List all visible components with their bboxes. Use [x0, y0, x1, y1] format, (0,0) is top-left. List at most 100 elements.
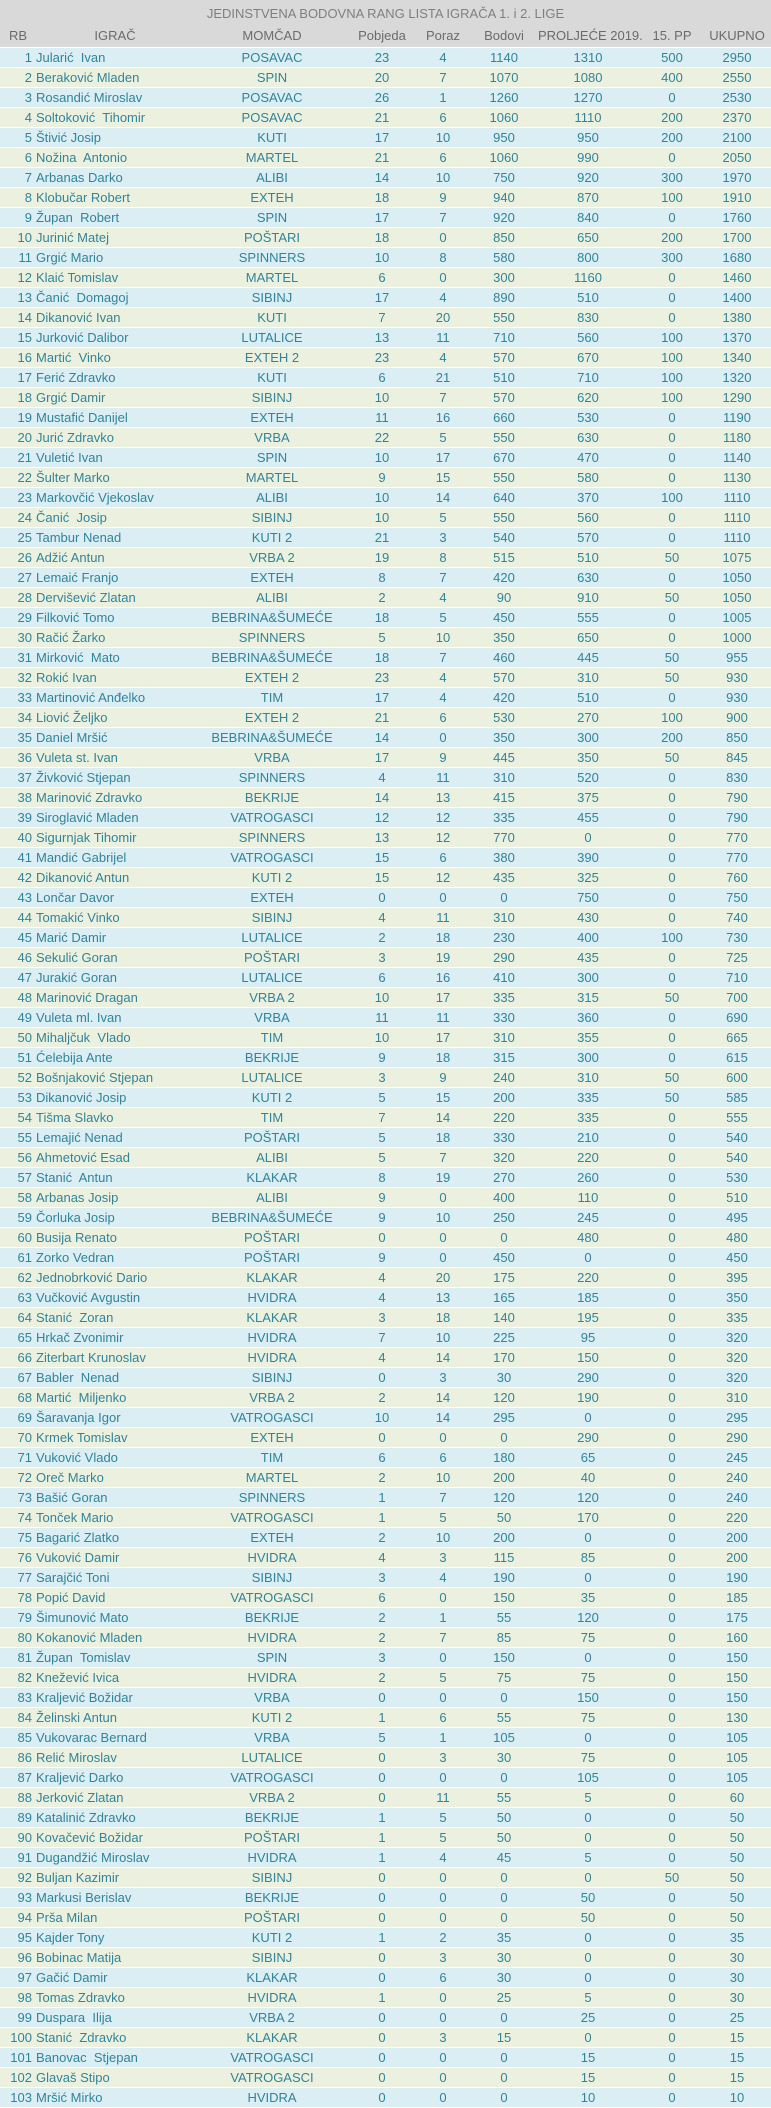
- pp15-cell: 100: [661, 490, 683, 505]
- losses-cell: 7: [439, 570, 447, 585]
- total-cell: 1190: [723, 410, 751, 425]
- losses-cell: 3: [439, 1550, 447, 1565]
- pp15-cell: 50: [664, 1090, 680, 1105]
- points-cell: 570: [493, 390, 515, 405]
- pp15-cell: 0: [668, 1430, 676, 1445]
- player-cell: Sigurnjak Tihomir: [36, 830, 137, 845]
- wins-cell: 21: [374, 110, 390, 125]
- wins-cell: 11: [375, 410, 389, 425]
- total-cell: 1340: [722, 350, 752, 365]
- wins-cell: 10: [374, 990, 390, 1005]
- rank-cell: 52: [17, 1070, 32, 1085]
- spring-2019-cell: 390: [577, 850, 599, 865]
- total-cell: 1290: [722, 390, 752, 405]
- spring-2019-cell: 0: [584, 1950, 592, 1965]
- points-cell: 850: [493, 230, 515, 245]
- spring-2019-cell: 190: [577, 1390, 599, 1405]
- spring-2019-cell: 1310: [573, 50, 603, 65]
- player-cell: Ziterbart Krunoslav: [36, 1350, 146, 1365]
- points-cell: 330: [493, 1130, 515, 1145]
- team-cell: ALIBI: [256, 590, 288, 605]
- total-cell: 770: [726, 830, 748, 845]
- pp15-cell: 500: [661, 50, 683, 65]
- spring-2019-cell: 400: [577, 930, 599, 945]
- table-row: 37 Živković Stjepan SPINNERS 4 11 310 520 0 830: [0, 767, 771, 787]
- table-row: 92 Buljan Kazimir SIBINJ 0 0 0 0 50 50: [0, 1867, 771, 1887]
- table-row: 1 Jularić Ivan POSAVAC 23 4 1140 1310 500 2950: [0, 47, 771, 67]
- pp15-cell: 0: [668, 1990, 676, 2005]
- header-wins: Pobjeda: [358, 28, 406, 43]
- pp15-cell: 50: [664, 650, 680, 665]
- team-cell: KUTI: [257, 370, 287, 385]
- wins-cell: 13: [374, 330, 390, 345]
- pp15-cell: 0: [668, 1250, 676, 1265]
- total-cell: 185: [726, 1590, 748, 1605]
- pp15-cell: 200: [661, 730, 683, 745]
- team-cell: VRBA 2: [249, 1790, 295, 1805]
- total-cell: 160: [726, 1630, 748, 1645]
- total-cell: 2370: [722, 110, 752, 125]
- spring-2019-cell: 990: [577, 150, 599, 165]
- points-cell: 335: [493, 810, 515, 825]
- points-cell: 660: [493, 410, 515, 425]
- points-cell: 50: [496, 1510, 512, 1525]
- wins-cell: 21: [374, 530, 390, 545]
- points-cell: 310: [493, 1030, 515, 1045]
- team-cell: SIBINJ: [251, 1570, 293, 1585]
- player-cell: Tomas Zdravko: [36, 1990, 125, 2005]
- rank-cell: 51: [17, 1050, 32, 1065]
- wins-cell: 21: [374, 150, 390, 165]
- pp15-cell: 100: [661, 350, 683, 365]
- spring-2019-cell: 65: [580, 1450, 596, 1465]
- total-cell: 25: [729, 2010, 745, 2025]
- wins-cell: 4: [378, 770, 386, 785]
- rank-cell: 58: [17, 1190, 32, 1205]
- rank-cell: 56: [17, 1150, 32, 1165]
- header-row: RB IGRAČ MOMČAD Pobjeda Poraz Bodovi PRO…: [0, 26, 771, 47]
- points-cell: 30: [496, 1370, 512, 1385]
- table-row: 90 Kovačević Božidar POŠTARI 1 5 50 0 0 50: [0, 1827, 771, 1847]
- team-cell: BEBRINA&ŠUMEĆE: [211, 610, 333, 625]
- rank-cell: 14: [17, 310, 32, 325]
- pp15-cell: 0: [668, 2070, 676, 2085]
- rank-cell: 73: [17, 1490, 32, 1505]
- total-cell: 335: [726, 1310, 748, 1325]
- wins-cell: 1: [378, 1830, 386, 1845]
- player-cell: Buljan Kazimir: [36, 1870, 120, 1885]
- rank-cell: 46: [17, 950, 32, 965]
- pp15-cell: 0: [668, 1670, 676, 1685]
- spring-2019-cell: 0: [584, 1830, 592, 1845]
- team-cell: POŠTARI: [243, 1130, 301, 1145]
- pp15-cell: 0: [668, 1530, 676, 1545]
- pp15-cell: 50: [664, 670, 680, 685]
- spring-2019-cell: 0: [584, 2030, 592, 2045]
- table-row: 36 Vuleta st. Ivan VRBA 17 9 445 350 50 845: [0, 747, 771, 767]
- spring-2019-cell: 630: [577, 570, 599, 585]
- team-cell: HVIDRA: [247, 1290, 297, 1305]
- table-row: 78 Popić David VATROGASCI 6 0 150 35 0 185: [0, 1587, 771, 1607]
- total-cell: 150: [726, 1690, 748, 1705]
- points-cell: 640: [493, 490, 515, 505]
- losses-cell: 6: [439, 1710, 447, 1725]
- total-cell: 1380: [722, 310, 752, 325]
- player-cell: Markusi Berislav: [36, 1890, 132, 1905]
- spring-2019-cell: 315: [577, 990, 599, 1005]
- wins-cell: 17: [374, 690, 390, 705]
- rank-cell: 97: [17, 1970, 32, 1985]
- table-row: 68 Martić Miljenko VRBA 2 2 14 120 190 0 310: [0, 1387, 771, 1407]
- total-cell: 600: [726, 1070, 748, 1085]
- table-row: 12 Klaić Tomislav MARTEL 6 0 300 1160 0 1460: [0, 267, 771, 287]
- wins-cell: 6: [378, 370, 386, 385]
- rank-cell: 93: [17, 1890, 32, 1905]
- rank-cell: 55: [17, 1130, 32, 1145]
- points-cell: 315: [493, 1050, 515, 1065]
- losses-cell: 17: [435, 990, 451, 1005]
- team-cell: HVIDRA: [247, 2090, 297, 2105]
- total-cell: 295: [726, 1410, 748, 1425]
- rank-cell: 67: [17, 1370, 32, 1385]
- points-cell: 460: [493, 650, 515, 665]
- wins-cell: 0: [378, 2010, 386, 2025]
- pp15-cell: 0: [668, 1210, 676, 1225]
- wins-cell: 14: [374, 790, 390, 805]
- spring-2019-cell: 445: [577, 650, 599, 665]
